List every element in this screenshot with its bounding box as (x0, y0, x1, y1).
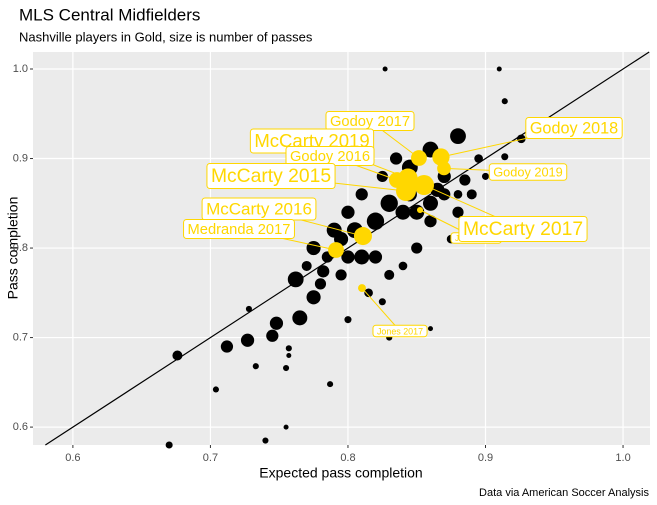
label-box (372, 324, 428, 338)
label-box (458, 215, 588, 243)
point (466, 189, 477, 200)
y-axis-title: Pass completion (5, 197, 21, 300)
point (422, 195, 438, 211)
point-label: Jones 2017 (377, 326, 423, 336)
highlight-point (328, 242, 344, 258)
point-label: Godoy 2016 (290, 149, 370, 165)
point-label: McCarty 2015 (211, 166, 331, 187)
point (283, 364, 290, 372)
highlight-point (432, 148, 450, 166)
point (306, 240, 321, 256)
point (380, 194, 398, 212)
point (165, 441, 173, 449)
point (496, 66, 502, 72)
point (501, 98, 508, 105)
point (287, 271, 304, 288)
point (450, 128, 466, 145)
point-label: Godoy 2017 (330, 114, 410, 130)
x-tick-label: 0.8 (340, 452, 355, 464)
point-label: McCarty 2019 (254, 130, 369, 151)
x-tick-label: 0.6 (65, 452, 80, 464)
point (314, 278, 327, 290)
point (220, 340, 234, 353)
x-tick-label: 1.0 (615, 452, 630, 464)
chart-subtitle: Nashville players in Gold, size is numbe… (19, 29, 313, 44)
highlight-point (437, 161, 451, 176)
point (378, 298, 386, 306)
point-label: Medranda 2017 (188, 222, 291, 238)
point (327, 381, 334, 388)
point (240, 333, 255, 347)
label-box (525, 116, 623, 140)
point (355, 188, 368, 201)
label-connector (361, 287, 401, 332)
point (366, 212, 385, 230)
point (245, 305, 252, 312)
point (283, 424, 289, 430)
point-label: McCarty 2016 (206, 199, 312, 218)
highlight-point (414, 175, 435, 196)
point (389, 152, 403, 165)
point (354, 249, 370, 265)
point (262, 437, 269, 444)
point-label: Godoy 2018 (530, 119, 618, 137)
highlight-point (396, 181, 417, 202)
x-axis-title: Expected pass completion (259, 465, 422, 481)
y-tick-label: 0.7 (13, 331, 28, 343)
point (266, 329, 279, 342)
point (459, 174, 471, 186)
point (364, 288, 373, 298)
point (474, 154, 483, 163)
point (453, 190, 463, 199)
point (452, 206, 464, 218)
highlight-point (411, 150, 427, 166)
point (427, 326, 433, 332)
point (368, 250, 383, 264)
point (306, 290, 321, 305)
point (382, 66, 388, 72)
point (341, 250, 355, 264)
point (317, 265, 330, 278)
y-tick-label: 0.6 (13, 421, 28, 433)
point (384, 269, 395, 280)
x-tick-label: 0.9 (478, 452, 493, 464)
point (481, 172, 490, 180)
highlight-point (358, 284, 366, 293)
point (301, 260, 312, 271)
point (501, 153, 509, 161)
label-box (206, 162, 336, 190)
x-tick-label: 0.7 (203, 452, 218, 464)
highlight-point (353, 227, 372, 246)
point (292, 310, 308, 326)
label-box (183, 218, 295, 240)
chart-title: MLS Central Midfielders (19, 5, 200, 24)
point (411, 242, 423, 254)
point-label: Godoy 2019 (493, 164, 562, 179)
y-tick-label: 1.0 (13, 63, 28, 75)
point (398, 261, 408, 271)
label-box (488, 163, 568, 181)
point (252, 363, 259, 370)
point (335, 269, 347, 281)
y-tick-label: 0.8 (13, 242, 28, 254)
caption: Data via American Soccer Analysis (479, 487, 649, 499)
point (285, 345, 292, 352)
point (344, 316, 352, 324)
point (341, 205, 355, 219)
point (424, 215, 437, 228)
highlight-point (416, 206, 424, 214)
y-tick-label: 0.9 (13, 152, 28, 164)
point (286, 352, 292, 358)
point (212, 386, 219, 393)
point-label: McCarty 2017 (463, 219, 583, 240)
point (269, 316, 284, 330)
